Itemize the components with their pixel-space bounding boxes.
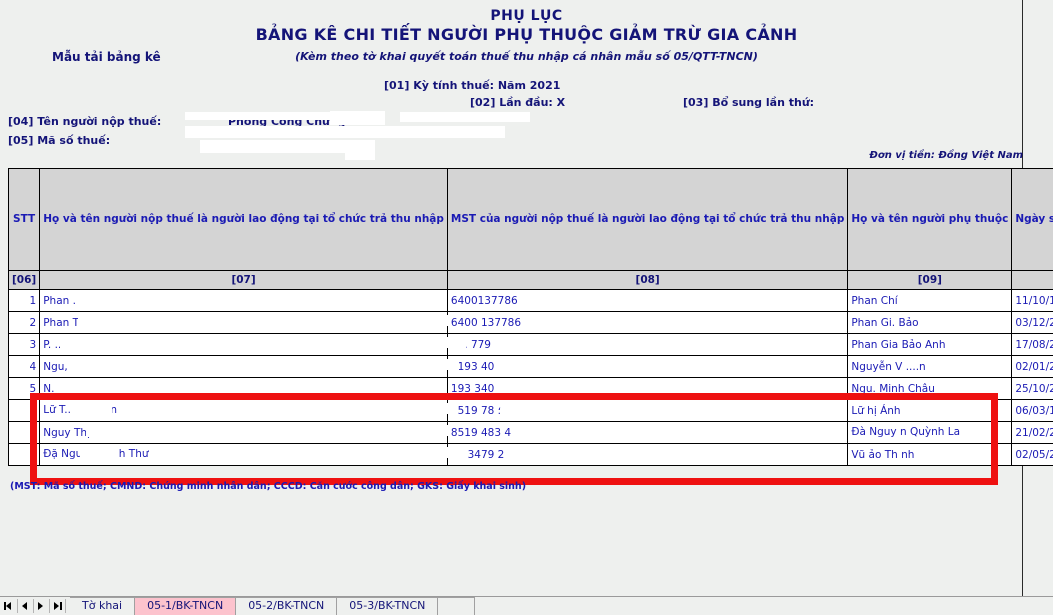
cell-taxpayer-name[interactable]: Lữ T..., ..., Vân — [39, 399, 448, 422]
table-code-row: [06] [07] [08] [09] [10] [11] [12] [13] … — [7, 270, 1053, 290]
redaction-block — [185, 126, 505, 138]
sheet-tab-1[interactable]: Tờ khai — [70, 597, 136, 615]
redaction-block — [400, 112, 530, 122]
cell-stt[interactable]: 5 — [7, 377, 41, 400]
cell-taxpayer-name[interactable]: Ngu, ... — [39, 355, 448, 378]
table-header-row: STT Họ và tên người nộp thuế là người la… — [7, 168, 1053, 271]
download-template-link[interactable]: Mẫu tải bảng kê — [52, 50, 161, 64]
cell-taxpayer-mst[interactable]: 8519 483 4 — [446, 421, 849, 444]
code-cell-07: [07] — [39, 270, 448, 290]
col-header-stt: STT — [7, 168, 41, 271]
cell-taxpayer-mst[interactable]: 5193 40 — [446, 355, 849, 378]
cell-dob[interactable]: 17/08/2011 — [1011, 333, 1053, 356]
sheet-tab-3[interactable]: 05-2/BK-TNCN — [236, 597, 338, 615]
redaction-block — [345, 148, 375, 160]
cell-taxpayer-name[interactable]: Phan Thanh T — [39, 311, 448, 334]
currency-unit-note: Đơn vị tiền: Đồng Việt Nam — [869, 150, 1023, 161]
cell-dependent-name[interactable]: Ngu. Minh Châu — [847, 377, 1013, 400]
cell-stt[interactable]: 8 — [7, 443, 41, 466]
sheet-nav-buttons[interactable] — [2, 599, 66, 613]
sheet-tabs: Tờ khai 05-1/BK-TNCN 05-2/BK-TNCN 05-3/BK-T… — [70, 597, 476, 615]
col-header-dob: Ngày sinh người phụ thuộc — [1011, 168, 1053, 271]
cell-taxpayer-mst[interactable]: 00. 779 — [446, 333, 849, 356]
field-first-time: [02] Lần đầu: X — [470, 96, 566, 109]
sheet-tab-4[interactable]: 05-3/BK-TNCN — [337, 597, 439, 615]
code-cell-09: [09] — [847, 270, 1013, 290]
cell-stt[interactable]: 6 — [7, 399, 41, 422]
cell-taxpayer-mst[interactable]: 8519 ؛ 78 — [446, 399, 849, 422]
cell-dob[interactable]: 03/12/2007 — [1011, 311, 1053, 334]
cell-taxpayer-mst[interactable]: 6400 137786 — [446, 311, 849, 334]
col-header-dependent-name: Họ và tên người phụ thuộc — [847, 168, 1013, 271]
cell-stt[interactable]: 7 — [7, 421, 41, 444]
table-row[interactable]: 7 Nguy Thị Hoài 8519 483 4 Đà Nguy n Quỳnh … — [7, 421, 1053, 444]
cell-taxpayer-name[interactable]: Nguy Thị Hoài — [39, 421, 448, 444]
code-cell-08: [08] — [446, 270, 849, 290]
page-title-line1: PHỤ LỤC — [490, 8, 563, 24]
code-cell-06: [06] — [7, 270, 41, 290]
cell-dependent-name[interactable]: Phan Chí — [847, 289, 1013, 312]
cell-dependent-name[interactable]: Lữ hị Ánh — [847, 399, 1013, 422]
cell-stt[interactable]: 2 — [7, 311, 41, 334]
sheet-tab-2[interactable]: 05-1/BK-TNCN — [135, 597, 237, 615]
cell-dob[interactable]: 21/02/2020 — [1011, 421, 1053, 444]
table-row[interactable]: 2 Phan Thanh T 6400 137786 Phan Gi. Bảo 03/1… — [7, 311, 1053, 334]
dependents-table: STT Họ và tên người nộp thuế là người la… — [7, 168, 1053, 466]
field-tax-code-label: [05] Mã số thuế: — [8, 134, 111, 147]
cell-taxpayer-name[interactable]: N. — [39, 377, 448, 400]
first-sheet-icon[interactable] — [2, 599, 18, 613]
cell-taxpayer-mst[interactable]: 85 3479 2 — [446, 443, 849, 466]
field-tax-period: [01] Kỳ tính thuế: Năm 2021 — [384, 79, 561, 92]
redaction-block — [330, 111, 385, 125]
table-footnote: (MST: Mã số thuế; CMND: Chứng minh nhân … — [10, 481, 527, 492]
cell-stt[interactable]: 4 — [7, 355, 41, 378]
cell-dependent-name[interactable]: Nguyễn V ....n — [847, 355, 1013, 378]
cell-dob[interactable]: 02/05/2020 — [1011, 443, 1053, 466]
field-amendment-number: [03] Bổ sung lần thứ: — [683, 96, 815, 109]
sheet-tab-bar: Tờ khai 05-1/BK-TNCN 05-2/BK-TNCN 05-3/BK-T… — [0, 596, 1053, 615]
field-taxpayer-name-label: [04] Tên người nộp thuế: — [8, 115, 162, 128]
last-sheet-icon[interactable] — [50, 599, 66, 613]
col-header-taxpayer-name: Họ và tên người nộp thuế là người lao độ… — [39, 168, 448, 271]
page-title-line2: BẢNG KÊ CHI TIẾT NGƯỜI PHỤ THUỘC GIẢM TR… — [255, 25, 798, 44]
cell-stt[interactable]: 1 — [7, 289, 41, 312]
table-row[interactable]: 8 Đặ Nguyễn Anh Thư 85 3479 2 Vũ ảo Th nh 02… — [7, 443, 1053, 466]
cell-taxpayer-name[interactable]: Đặ Nguyễn Anh Thư — [39, 443, 448, 466]
col-header-taxpayer-mst: MST của người nộp thuế là người lao động… — [446, 168, 849, 271]
cell-dob[interactable]: 02/01/2014 — [1011, 355, 1053, 378]
cell-dob[interactable]: 11/10/1940 — [1011, 289, 1053, 312]
cell-taxpayer-mst[interactable]: 6400137786 — [446, 289, 849, 312]
cell-dependent-name[interactable]: Vũ ảo Th nh — [847, 443, 1013, 466]
redaction-block — [185, 112, 330, 120]
redaction-block — [200, 140, 375, 153]
cell-stt[interactable]: 3 — [7, 333, 41, 356]
cell-taxpayer-name[interactable]: Phan ..., Tinh — [39, 289, 448, 312]
table-row[interactable]: 6 Lữ T..., ..., Vân 8519 ؛ 78 Lữ hị Ánh 06/0… — [7, 399, 1053, 422]
cell-dependent-name[interactable]: Phan Gia Bảo Anh — [847, 333, 1013, 356]
cell-dependent-name[interactable]: Phan Gi. Bảo — [847, 311, 1013, 334]
cell-dob[interactable]: 06/03/1932 — [1011, 399, 1053, 422]
page-subtitle: (Kèm theo tờ khai quyết toán thuế thu nh… — [295, 50, 758, 63]
cell-taxpayer-name[interactable]: P. .. nanh Ti. — [39, 333, 448, 356]
table-row[interactable]: 3 P. .. nanh Ti. 00. 779 Phan Gia Bảo Anh 17… — [7, 333, 1053, 356]
sheet-tab-overflow — [438, 597, 476, 615]
next-sheet-icon[interactable] — [34, 599, 50, 613]
code-cell-10: [10] — [1011, 270, 1053, 290]
previous-sheet-icon[interactable] — [18, 599, 34, 613]
cell-taxpayer-mst[interactable]: 193 340 — [446, 377, 849, 400]
cell-dob[interactable]: 25/10/2017 — [1011, 377, 1053, 400]
cell-dependent-name[interactable]: Đà Nguy n Quỳnh La — [847, 421, 1013, 444]
